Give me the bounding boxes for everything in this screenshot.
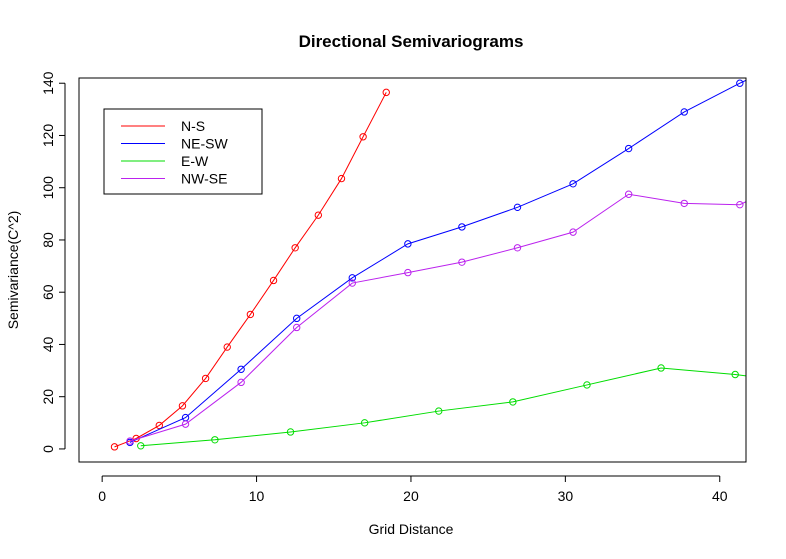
data-point-e-w [657, 364, 665, 372]
y-axis-label: Semivariance(C^2) [5, 211, 21, 330]
x-tick-label: 0 [98, 488, 106, 504]
data-point-nw-se [680, 199, 688, 208]
data-point-n-s [110, 443, 119, 451]
data-point-ne-sw [569, 180, 577, 188]
data-point-n-s [382, 88, 390, 97]
data-point-ne-sw [348, 274, 356, 282]
data-point-e-w [435, 407, 443, 415]
data-point-n-s [178, 402, 187, 410]
data-point-n-s [201, 374, 210, 383]
series-line-e-w [140, 367, 746, 447]
series-ne-sw [126, 79, 746, 447]
data-point-nw-se [404, 268, 412, 277]
y-tick-label: 120 [40, 124, 56, 148]
y-tick-label: 40 [40, 336, 56, 352]
series-line-n-s [114, 92, 387, 448]
data-point-nw-se [624, 190, 633, 198]
data-point-ne-sw [680, 108, 688, 116]
data-point-nw-se [126, 437, 134, 445]
data-point-nw-se [293, 323, 301, 332]
legend: N-S NE-SWE-W NW-SE [103, 108, 263, 195]
data-point-n-s [269, 276, 278, 285]
data-point-nw-se [513, 244, 522, 252]
y-tick-label: 60 [40, 284, 56, 300]
data-point-e-w [509, 398, 517, 406]
series-nw-se [126, 190, 746, 445]
data-point-ne-sw [513, 203, 522, 212]
data-point-n-s [337, 174, 346, 183]
data-point-nw-se [237, 378, 245, 387]
series-line-ne-sw [129, 79, 746, 443]
legend-label: N-S [181, 118, 205, 134]
series-e-w [137, 364, 746, 450]
y-tick-label: 140 [40, 71, 56, 95]
y-tick-label: 80 [40, 232, 56, 248]
y-tick-label: 20 [40, 389, 56, 405]
data-point-e-w [137, 442, 145, 450]
data-point-e-w [731, 370, 739, 379]
x-tick-label: 20 [403, 488, 419, 504]
data-point-nw-se [569, 228, 577, 236]
x-axis-label: Grid Distance [369, 521, 454, 537]
data-point-nw-se [736, 200, 744, 209]
x-tick-label: 40 [712, 488, 728, 504]
data-point-e-w [211, 436, 219, 444]
data-point-n-s [314, 211, 323, 219]
legend-label: E-W [181, 153, 209, 169]
legend-label: NW-SE [181, 171, 227, 187]
data-point-nw-se [458, 258, 466, 266]
y-tick-label: 0 [40, 445, 56, 453]
axis-ticks: 0 10 20 30 40 0 20 40 60 80 100 120 140 [40, 71, 728, 504]
x-tick-label: 10 [249, 488, 265, 504]
plot-frame [78, 77, 747, 463]
data-point-nw-se [348, 279, 356, 287]
data-point-ne-sw [736, 79, 744, 87]
chart-title: Directional Semivariograms [299, 32, 524, 51]
data-point-ne-sw [293, 314, 301, 323]
series-line-nw-se [129, 193, 746, 442]
data-point-n-s [155, 421, 163, 430]
data-point-ne-sw [624, 144, 633, 153]
data-point-e-w [286, 428, 295, 436]
data-point-ne-sw [404, 240, 412, 248]
data-point-n-s [359, 133, 367, 141]
data-point-ne-sw [458, 223, 466, 231]
data-point-n-s [291, 244, 299, 252]
data-point-ne-sw [237, 365, 245, 373]
data-point-n-s [223, 343, 231, 351]
series-layer [110, 79, 746, 451]
data-point-e-w [583, 381, 591, 389]
series-n-s [110, 88, 390, 451]
y-tick-label: 100 [40, 176, 56, 200]
data-point-e-w [360, 419, 369, 427]
data-point-n-s [246, 310, 255, 319]
x-tick-label: 30 [558, 488, 574, 504]
data-point-nw-se [181, 420, 190, 428]
legend-box [103, 108, 263, 195]
legend-label: NE-SW [181, 136, 228, 152]
